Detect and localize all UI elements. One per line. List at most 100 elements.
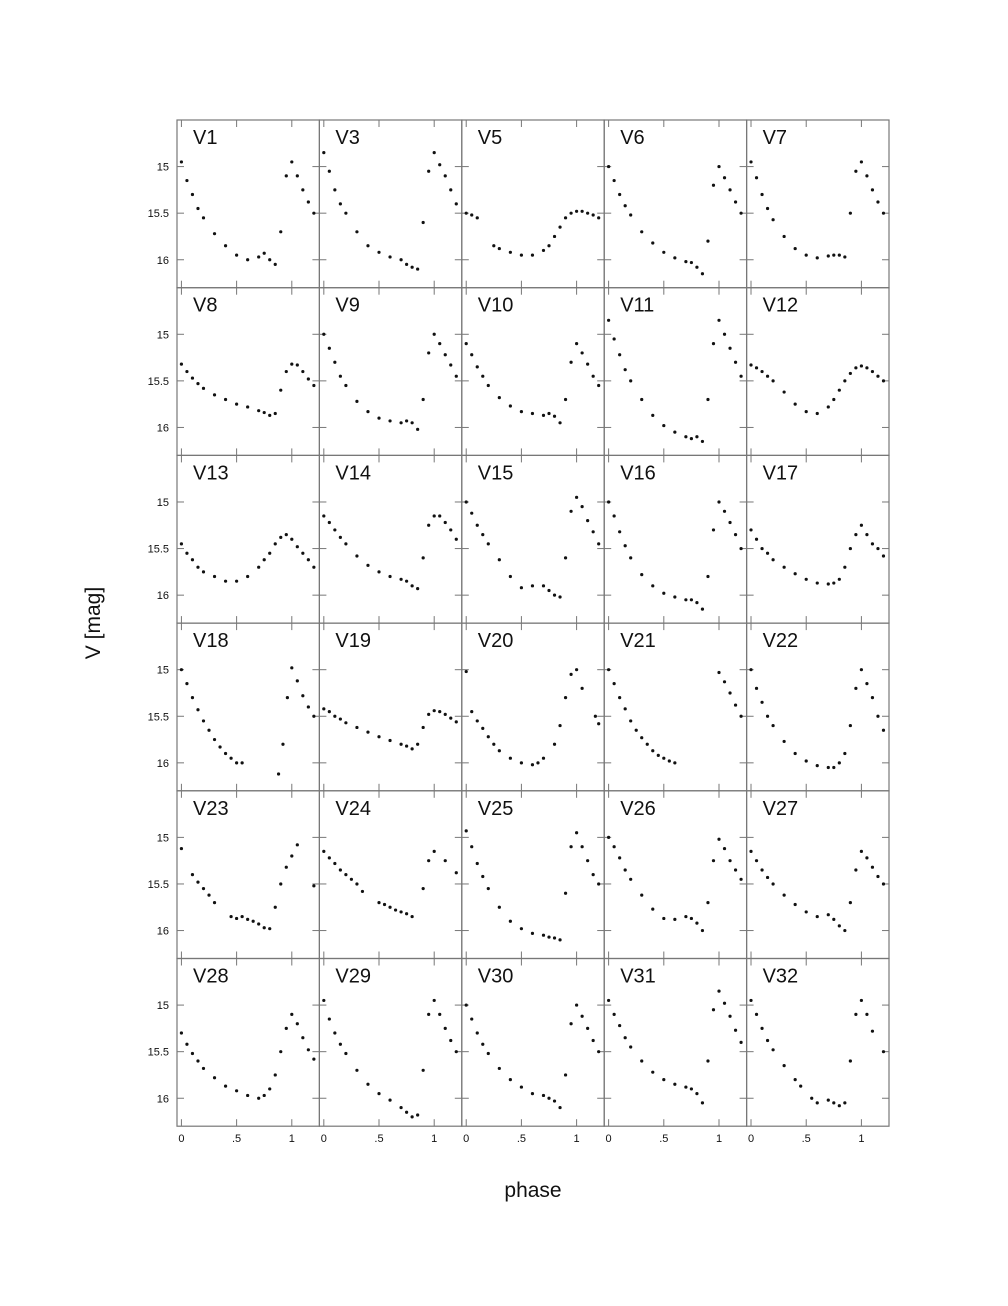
data-point <box>558 938 562 942</box>
data-point <box>454 1050 458 1054</box>
data-point <box>717 318 721 322</box>
data-point <box>865 366 869 370</box>
data-point <box>223 397 228 402</box>
data-point <box>432 849 436 853</box>
data-point <box>563 216 568 220</box>
data-point <box>196 206 200 211</box>
panel-title: V13 <box>193 462 229 484</box>
data-point <box>640 573 644 577</box>
data-point <box>580 351 584 355</box>
data-point <box>739 374 743 378</box>
data-point <box>547 411 551 416</box>
data-point <box>405 262 409 267</box>
data-point <box>481 874 485 879</box>
data-point <box>815 256 819 260</box>
data-point <box>843 379 847 383</box>
y-axis-label: V [mag] <box>82 587 105 659</box>
data-point <box>355 1068 359 1072</box>
data-point <box>563 397 568 402</box>
data-point <box>366 410 370 414</box>
data-point <box>700 439 705 444</box>
data-point <box>662 916 666 921</box>
data-point <box>580 209 584 213</box>
data-point <box>240 761 244 765</box>
data-point <box>464 1003 468 1007</box>
data-point <box>262 251 266 255</box>
data-point <box>486 542 490 546</box>
data-point <box>201 570 206 574</box>
data-point <box>760 546 764 551</box>
data-point <box>848 901 852 905</box>
panel-title: V32 <box>763 966 799 988</box>
data-point <box>322 998 326 1003</box>
data-point <box>558 421 562 425</box>
panel-title: V25 <box>478 798 514 820</box>
data-point <box>854 686 858 690</box>
data-point <box>519 761 524 765</box>
data-point <box>497 246 501 251</box>
data-point <box>859 849 864 853</box>
data-point <box>640 1059 644 1063</box>
data-point <box>449 716 453 720</box>
data-point <box>416 742 420 746</box>
data-point <box>410 914 414 919</box>
data-point <box>848 546 852 551</box>
data-point <box>273 905 277 909</box>
data-point <box>268 1087 272 1091</box>
data-point <box>327 346 331 350</box>
data-point <box>810 1096 814 1100</box>
data-point <box>443 712 447 717</box>
data-point <box>728 691 732 695</box>
data-point <box>388 255 392 259</box>
data-point <box>235 402 239 406</box>
y-tick-label: 15.5 <box>148 1047 169 1059</box>
data-point <box>547 935 551 939</box>
data-point <box>290 854 294 858</box>
data-point <box>285 696 289 700</box>
panel-title: V29 <box>335 966 371 988</box>
data-point <box>843 928 847 933</box>
data-point <box>470 511 474 515</box>
data-point <box>295 679 299 683</box>
data-point <box>876 374 880 378</box>
data-point <box>212 574 217 579</box>
data-point <box>464 342 468 346</box>
data-point <box>327 710 331 714</box>
data-point <box>179 1031 184 1035</box>
panel-title: V27 <box>763 798 799 820</box>
data-point <box>268 927 272 931</box>
x-tick-label: .5 <box>659 1133 668 1145</box>
data-point <box>848 723 852 728</box>
data-point <box>438 342 442 346</box>
data-point <box>388 419 392 423</box>
data-point <box>338 202 342 206</box>
data-point <box>530 931 535 935</box>
data-point <box>301 694 305 698</box>
data-point <box>470 353 474 357</box>
data-point <box>832 1101 836 1105</box>
data-point <box>366 1082 370 1086</box>
data-point <box>859 998 864 1003</box>
data-point <box>486 383 490 388</box>
data-point <box>366 244 370 248</box>
data-point <box>212 737 217 742</box>
data-point <box>815 411 819 416</box>
data-point <box>344 1051 348 1056</box>
data-point <box>338 535 342 539</box>
data-point <box>563 556 568 560</box>
data-point <box>201 386 206 390</box>
data-point <box>586 1026 590 1030</box>
data-point <box>765 551 770 555</box>
data-point <box>854 1012 858 1017</box>
data-point <box>673 1082 677 1086</box>
data-point <box>722 332 727 336</box>
data-point <box>235 761 239 765</box>
y-tick-label: 16 <box>157 590 169 602</box>
data-point <box>754 537 759 541</box>
data-point <box>497 558 501 562</box>
data-point <box>257 409 261 413</box>
data-point <box>569 672 573 676</box>
data-point <box>262 926 266 930</box>
data-point <box>859 523 864 527</box>
data-point <box>377 901 381 905</box>
